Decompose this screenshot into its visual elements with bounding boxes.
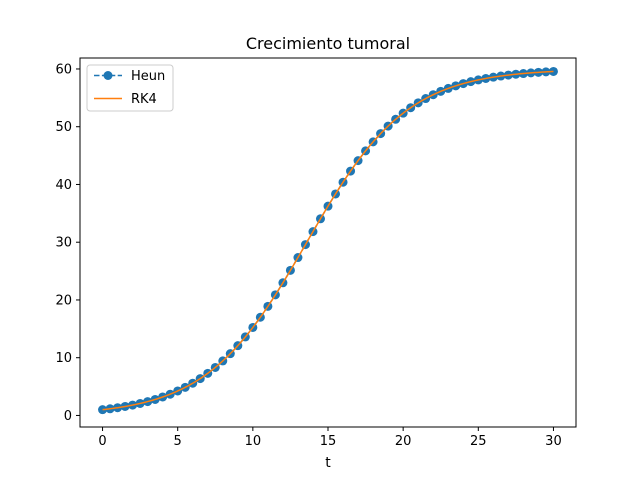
y-tick-label: 20 xyxy=(55,293,72,308)
x-tick-label: 25 xyxy=(470,434,487,449)
y-tick-label: 0 xyxy=(64,409,72,424)
legend: Heun RK4 xyxy=(86,64,174,112)
x-tick-label: 20 xyxy=(395,434,412,449)
series-rk4-line xyxy=(102,70,554,411)
x-tick-label: 10 xyxy=(245,434,262,449)
legend-rk4-label: RK4 xyxy=(131,92,157,107)
legend-heun-marker xyxy=(103,71,113,80)
y-tick-label: 40 xyxy=(55,178,72,193)
y-tick-label: 10 xyxy=(55,351,72,366)
x-tick-label: 5 xyxy=(174,434,182,449)
y-tick-label: 30 xyxy=(55,236,72,251)
y-tick-label: 60 xyxy=(55,62,72,77)
plot-area xyxy=(79,57,577,428)
x-tick-label: 15 xyxy=(320,434,337,449)
legend-heun-label: Heun xyxy=(131,69,165,84)
x-tick-label: 30 xyxy=(545,434,562,449)
x-tick-label: 0 xyxy=(98,434,106,449)
x-axis-title: t xyxy=(325,455,331,471)
series-heun-line xyxy=(102,70,554,411)
y-tick-label: 50 xyxy=(55,120,72,135)
chart-title: Crecimiento tumoral xyxy=(246,34,410,53)
